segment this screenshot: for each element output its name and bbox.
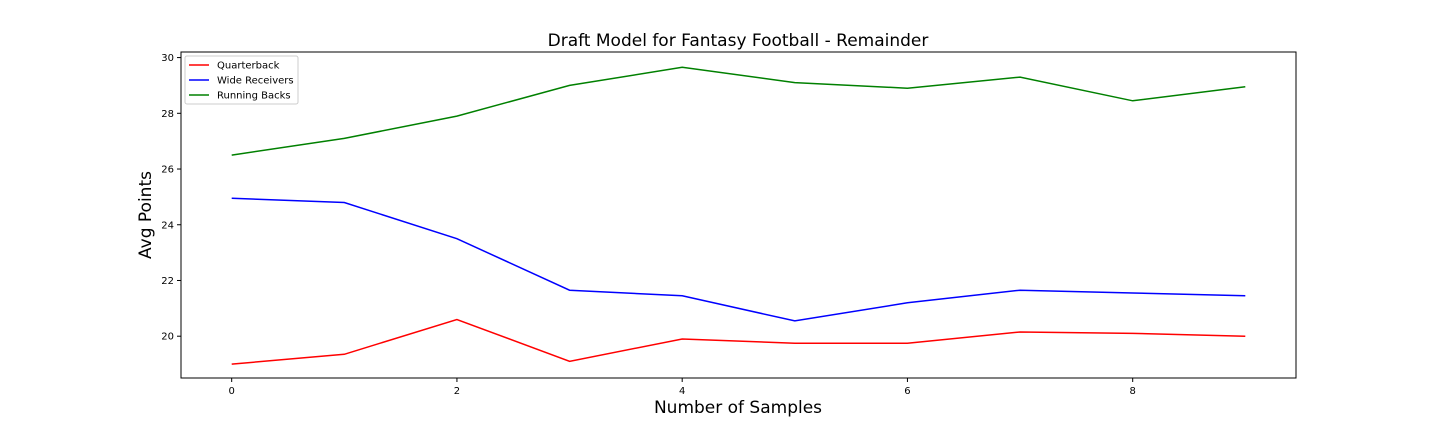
legend-label-quarterback: Quarterback <box>217 61 280 72</box>
x-tick-label: 6 <box>904 386 910 397</box>
x-tick-label: 8 <box>1130 386 1136 397</box>
x-tick-label: 0 <box>228 386 234 397</box>
y-tick-label: 24 <box>161 220 174 231</box>
y-tick-label: 26 <box>161 165 174 176</box>
y-tick-label: 30 <box>161 53 174 64</box>
series-line-quarterback <box>231 318 1246 365</box>
chart-title: Draft Model for Fantasy Football - Remai… <box>548 31 929 51</box>
series-lines <box>231 66 1246 365</box>
y-axis-ticks: 20 22 24 26 28 30 <box>161 53 181 343</box>
legend-label-running-backs: Running Backs <box>217 91 291 102</box>
x-axis-label: Number of Samples <box>654 398 822 418</box>
y-tick-label: 22 <box>161 276 174 287</box>
x-axis-ticks: 0 2 4 6 8 <box>228 378 1136 397</box>
legend: Quarterback Wide Receivers Running Backs <box>184 55 299 105</box>
legend-label-wide-receivers: Wide Receivers <box>217 76 294 87</box>
y-axis-label: Avg Points <box>136 171 156 259</box>
series-line-running-backs <box>231 66 1246 156</box>
legend-box <box>184 55 299 105</box>
plot-area <box>180 51 1297 379</box>
x-tick-label: 2 <box>454 386 460 397</box>
x-tick-label: 4 <box>679 386 685 397</box>
series-line-wide-receivers <box>231 197 1246 322</box>
y-tick-label: 20 <box>161 332 174 343</box>
y-tick-label: 28 <box>161 109 174 120</box>
